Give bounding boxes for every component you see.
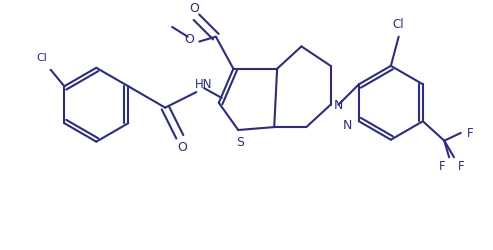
Text: Cl: Cl bbox=[393, 18, 404, 30]
Text: N: N bbox=[343, 118, 352, 131]
Text: O: O bbox=[185, 33, 195, 46]
Text: F: F bbox=[458, 160, 464, 173]
Text: Cl: Cl bbox=[36, 53, 47, 63]
Text: O: O bbox=[189, 2, 200, 15]
Text: S: S bbox=[236, 136, 244, 148]
Text: N: N bbox=[334, 99, 343, 112]
Text: O: O bbox=[177, 140, 187, 153]
Text: HN: HN bbox=[195, 78, 213, 90]
Text: F: F bbox=[467, 127, 474, 140]
Text: F: F bbox=[439, 160, 446, 173]
